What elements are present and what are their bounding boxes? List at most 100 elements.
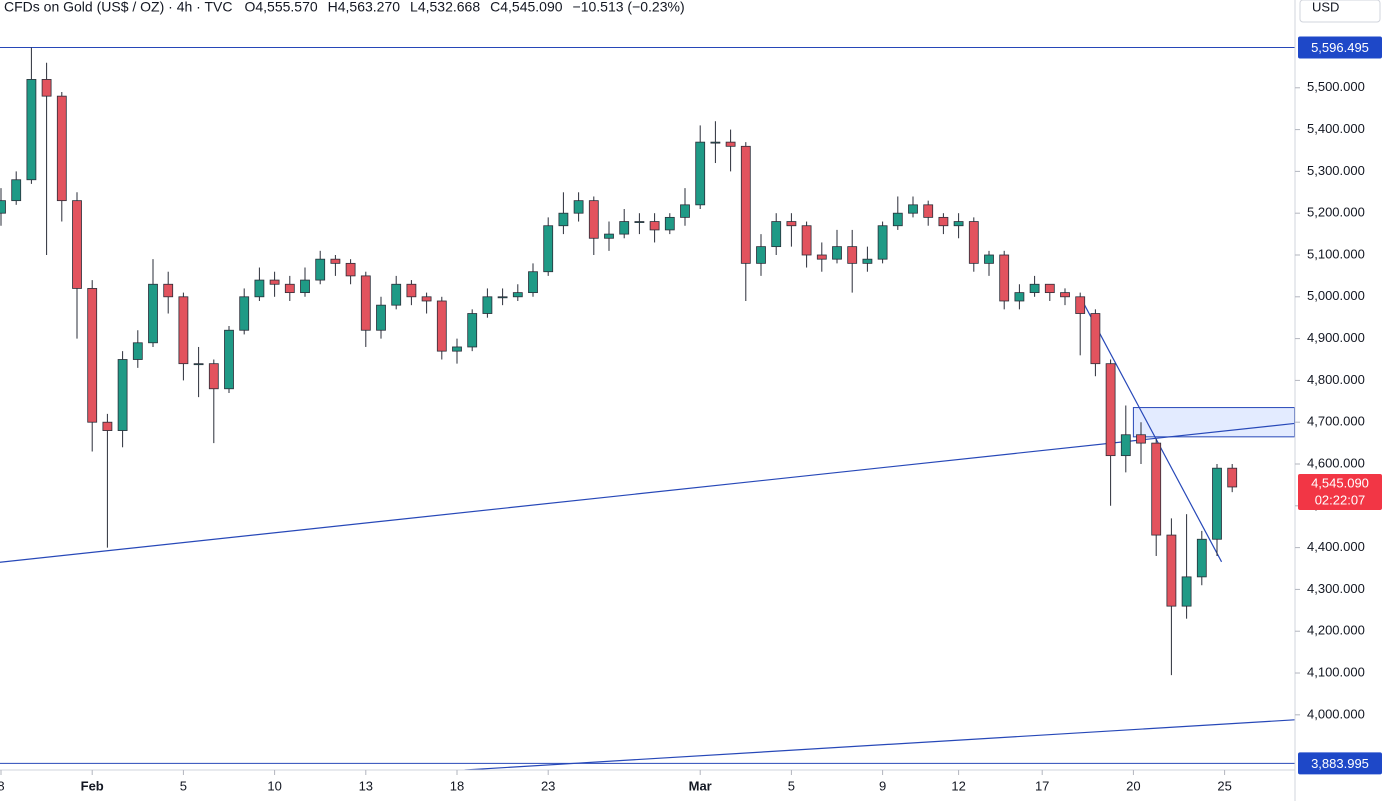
candle-body — [1212, 467, 1222, 540]
chart-title: CFDs on Gold (US$ / OZ) · 4h · TVC — [4, 0, 232, 15]
candle-body — [1014, 292, 1025, 302]
candle-body — [284, 283, 295, 294]
candle-body — [892, 212, 903, 227]
candle-body — [1090, 313, 1101, 365]
candle-body — [1136, 434, 1146, 444]
ohlc-value: O4,555.570 — [244, 0, 317, 15]
candle-body — [26, 79, 37, 181]
candle-body — [1105, 363, 1116, 457]
ohlc-value: −10.513 (−0.23%) — [573, 0, 685, 15]
candle-body — [984, 254, 994, 264]
candle-body — [968, 221, 979, 264]
candle-body — [406, 283, 417, 298]
x-tick-label: 12 — [951, 778, 965, 793]
candle-body — [208, 363, 219, 390]
y-tick-label: 4,600.000 — [1307, 455, 1365, 470]
last-price-box — [1298, 473, 1382, 510]
x-tick-label: 9 — [879, 778, 886, 793]
candle-body — [801, 225, 812, 256]
candle-body — [330, 258, 341, 264]
candle-body — [938, 216, 949, 227]
candle-body — [56, 95, 67, 202]
candle-body — [680, 204, 690, 218]
countdown: 02:22:07 — [1315, 492, 1366, 507]
candle-body — [254, 279, 265, 298]
candle-body — [360, 275, 371, 331]
y-tick-label: 4,200.000 — [1307, 623, 1365, 638]
currency-box[interactable] — [1299, 0, 1381, 23]
candle-body — [664, 216, 675, 231]
candle-body — [634, 221, 645, 223]
candle-body — [102, 421, 113, 431]
price-label-box — [1298, 36, 1382, 59]
candle-body — [467, 313, 478, 348]
y-tick-label: 5,200.000 — [1307, 205, 1365, 220]
candle-body — [877, 225, 888, 260]
y-tick-label: 4,100.000 — [1307, 664, 1365, 679]
candle-body — [421, 296, 432, 302]
candle-body — [0, 200, 6, 214]
candle-body — [710, 141, 721, 144]
candle-body — [832, 246, 842, 260]
candle-body — [619, 221, 630, 235]
candle-body — [1029, 283, 1040, 294]
candle-body — [999, 254, 1010, 302]
candle-body — [649, 221, 660, 231]
candle-body — [452, 346, 462, 352]
candle-body — [756, 246, 766, 264]
x-tick-label: 25 — [1217, 778, 1231, 793]
trendline — [1079, 296, 1223, 563]
y-tick-label: 4,400.000 — [1307, 539, 1365, 554]
candle-body — [740, 145, 751, 264]
candle-body — [512, 292, 523, 298]
candle-body — [573, 200, 584, 214]
ohlc-value: H4,563.270 — [328, 0, 401, 15]
x-tick-label: Feb — [81, 778, 104, 793]
candle-body — [1075, 296, 1086, 314]
candle-body — [923, 204, 934, 218]
candle-body — [786, 221, 797, 227]
candle-body — [117, 359, 128, 431]
ohlc-value: L4,532.668 — [410, 0, 480, 15]
candle-body — [953, 221, 964, 227]
candle-body — [1166, 534, 1177, 607]
y-tick-label: 5,300.000 — [1307, 163, 1365, 178]
candle-body — [391, 283, 402, 306]
x-tick-label: 8 — [0, 778, 5, 793]
candle-body — [345, 262, 356, 277]
candle-body — [862, 258, 873, 264]
candle-body — [588, 200, 599, 239]
candle-body — [528, 271, 538, 294]
candle-body — [178, 296, 189, 365]
candle-body — [148, 283, 158, 344]
candle-body — [163, 283, 174, 298]
y-tick-label: 4,000.000 — [1307, 706, 1365, 721]
candle-body — [695, 141, 706, 206]
x-tick-label: 20 — [1126, 778, 1140, 793]
candle-body — [87, 288, 98, 423]
y-tick-label: 5,500.000 — [1307, 79, 1365, 94]
trendline — [0, 422, 1295, 563]
price-label: 3,883.995 — [1311, 756, 1369, 771]
ohlc-value: C4,545.090 — [490, 0, 563, 15]
x-tick-label: 23 — [541, 778, 555, 793]
y-tick-label: 4,900.000 — [1307, 330, 1365, 345]
candle-body — [497, 296, 508, 299]
candle-body — [1060, 292, 1070, 298]
y-tick-label: 5,400.000 — [1307, 121, 1365, 136]
candle-body — [847, 246, 858, 264]
trendline — [464, 719, 1295, 770]
candle-body — [193, 363, 204, 366]
candle-body — [315, 258, 326, 281]
candle-body — [482, 296, 493, 314]
candle-body — [300, 279, 310, 294]
candle-body — [72, 200, 82, 289]
candle-body — [224, 329, 234, 390]
price-label: 5,596.495 — [1311, 40, 1369, 55]
candle-body — [132, 342, 143, 360]
candle-body — [239, 296, 250, 331]
candle-body — [1044, 283, 1055, 294]
candle-body — [543, 225, 554, 273]
candle-body — [1120, 434, 1131, 457]
candle-body — [11, 179, 22, 202]
